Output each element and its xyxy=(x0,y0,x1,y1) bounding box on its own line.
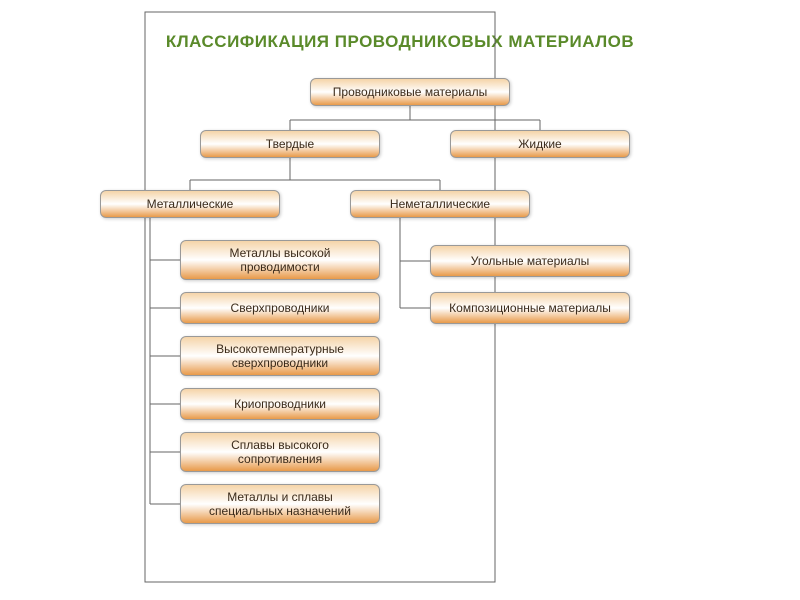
diagram-title: КЛАССИФИКАЦИЯ ПРОВОДНИКОВЫХ МАТЕРИАЛОВ xyxy=(0,32,800,52)
node-label: Металлы высокой проводимости xyxy=(189,246,371,275)
node-label: Твердые xyxy=(266,137,314,151)
node-label: Металлы и сплавы специальных назначений xyxy=(189,490,371,519)
node-liquid: Жидкие xyxy=(450,130,630,158)
node-metal: Металлические xyxy=(100,190,280,218)
node-label: Сверхпроводники xyxy=(231,301,330,315)
node-label: Высокотемпературные сверхпроводники xyxy=(189,342,371,371)
node-m6: Металлы и сплавы специальных назначений xyxy=(180,484,380,524)
node-n1: Угольные материалы xyxy=(430,245,630,277)
node-label: Композиционные материалы xyxy=(449,301,611,315)
node-label: Металлические xyxy=(147,197,234,211)
node-label: Угольные материалы xyxy=(471,254,590,268)
node-label: Криопроводники xyxy=(234,397,326,411)
node-m2: Сверхпроводники xyxy=(180,292,380,324)
node-m5: Сплавы высокого сопротивления xyxy=(180,432,380,472)
node-label: Сплавы высокого сопротивления xyxy=(189,438,371,467)
node-label: Проводниковые материалы xyxy=(333,85,487,99)
node-m3: Высокотемпературные сверхпроводники xyxy=(180,336,380,376)
node-m4: Криопроводники xyxy=(180,388,380,420)
node-n2: Композиционные материалы xyxy=(430,292,630,324)
node-solid: Твердые xyxy=(200,130,380,158)
node-label: Жидкие xyxy=(518,137,561,151)
node-root: Проводниковые материалы xyxy=(310,78,510,106)
node-label: Неметаллические xyxy=(390,197,490,211)
node-m1: Металлы высокой проводимости xyxy=(180,240,380,280)
node-nonmet: Неметаллические xyxy=(350,190,530,218)
